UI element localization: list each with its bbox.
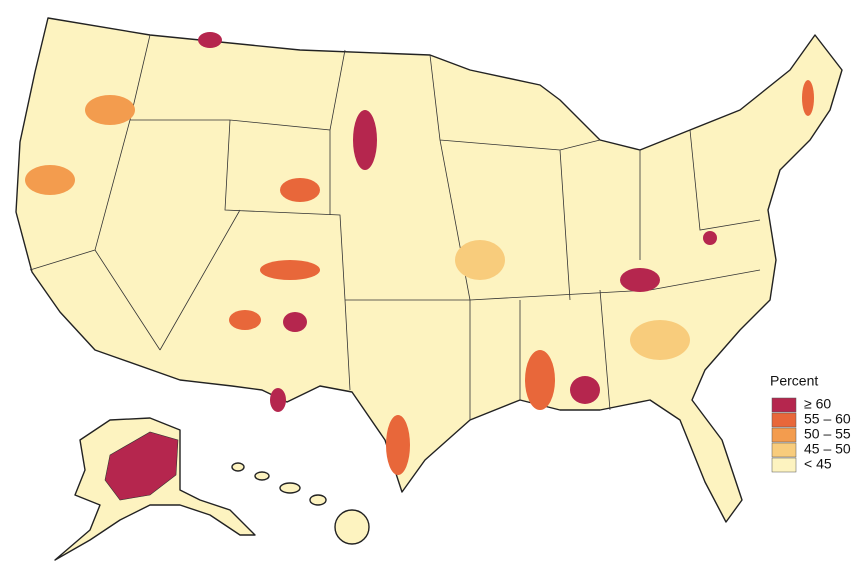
patch (703, 231, 717, 245)
legend-label: 50 – 55 (804, 426, 851, 442)
patch (630, 320, 690, 360)
hawaii (231, 462, 370, 545)
patch (455, 240, 505, 280)
legend-label: 55 – 60 (804, 411, 851, 427)
legend-swatch (771, 427, 797, 443)
island (254, 471, 270, 481)
island (279, 482, 301, 494)
patch (802, 80, 814, 116)
state-lines (29, 34, 761, 420)
legend-label: 45 – 50 (804, 441, 851, 457)
patch (353, 110, 377, 170)
alaska (54, 417, 256, 561)
patch (270, 388, 286, 412)
patch (620, 268, 660, 292)
legend-swatch (771, 442, 797, 458)
legend-swatch (771, 457, 797, 473)
legend-label: ≥ 60 (804, 396, 831, 412)
island (231, 462, 245, 472)
patch (283, 312, 307, 332)
patch (104, 431, 179, 501)
patches (25, 32, 814, 475)
us-outline (15, 17, 843, 523)
legend-swatch (771, 412, 797, 428)
legend-label: < 45 (804, 456, 832, 472)
patch (570, 376, 600, 404)
patch (280, 178, 320, 202)
state-border (29, 34, 761, 420)
patch (525, 350, 555, 410)
lower-48 (15, 17, 843, 523)
legend-swatch (771, 397, 797, 413)
legend-title: Percent (770, 373, 818, 389)
patch (386, 415, 410, 475)
patch (85, 95, 135, 125)
patch (260, 260, 320, 280)
patch (198, 32, 222, 48)
patch (229, 310, 261, 330)
patch (25, 165, 75, 195)
island (309, 494, 327, 506)
island (334, 509, 370, 545)
